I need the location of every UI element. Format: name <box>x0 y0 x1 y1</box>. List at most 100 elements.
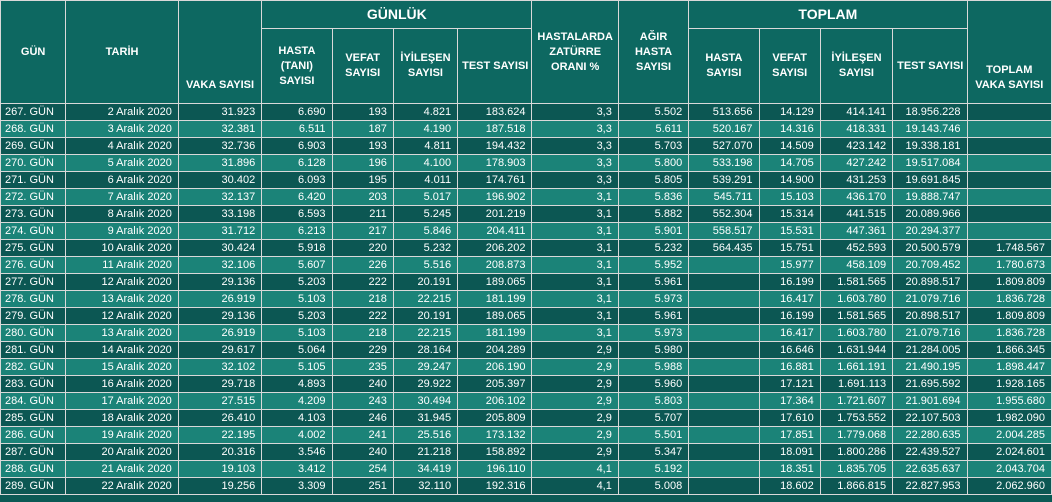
cell-toplam-hasta <box>688 273 760 291</box>
cell-toplam-hasta <box>688 460 760 478</box>
cell-iyilesen: 30.494 <box>392 392 459 410</box>
cell-hasta-tani: 6.213 <box>261 222 333 240</box>
cell-toplam-hasta: 564.435 <box>688 239 760 257</box>
cell-vaka: 32.102 <box>177 358 263 376</box>
cell-vefat: 218 <box>331 290 394 308</box>
cell-hasta-tani: 3.309 <box>261 477 333 495</box>
cell-hasta-tani: 3.412 <box>261 460 333 478</box>
cell-toplam-hasta <box>688 307 760 325</box>
cell-zaturre: 3,1 <box>531 273 619 291</box>
cell-agir: 5.960 <box>617 375 690 393</box>
cell-toplam-hasta: 527.070 <box>688 137 760 155</box>
cell-zaturre: 3,3 <box>531 171 619 189</box>
table-row: 282. GÜN 15 Aralık 2020 32.102 5.105 235 29.2… <box>0 358 1052 376</box>
cell-vefat: 240 <box>331 443 394 461</box>
cell-test: 196.110 <box>457 460 533 478</box>
cell-agir: 5.008 <box>617 477 690 495</box>
cell-vefat: 235 <box>331 358 394 376</box>
cell-vefat: 195 <box>331 171 394 189</box>
cell-toplam-iyilesen: 418.331 <box>819 120 894 138</box>
cell-toplam-vefat: 18.351 <box>758 460 821 478</box>
cell-iyilesen: 5.846 <box>392 222 459 240</box>
cell-agir: 5.501 <box>617 426 690 444</box>
cell-test: 206.202 <box>457 239 533 257</box>
cell-vaka: 30.402 <box>177 171 263 189</box>
cell-test: 181.199 <box>457 324 533 342</box>
cell-gun: 267. GÜN <box>0 103 67 121</box>
cell-tarih: 8 Aralık 2020 <box>65 205 179 223</box>
cell-toplam-test: 22.439.527 <box>892 443 968 461</box>
cell-toplam-test: 19.888.747 <box>892 188 968 206</box>
cell-toplam-vefat: 17.610 <box>758 409 821 427</box>
cell-gun: 280. GÜN <box>0 324 67 342</box>
cell-toplam-test: 18.956.228 <box>892 103 968 121</box>
cell-tarih: 14 Aralık 2020 <box>65 341 179 359</box>
cell-agir: 5.882 <box>617 205 690 223</box>
cell-toplam-hasta: 520.167 <box>688 120 760 138</box>
cell-gun: 281. GÜN <box>0 341 67 359</box>
cell-agir: 5.836 <box>617 188 690 206</box>
header-gunluk: GÜNLÜK <box>261 0 533 29</box>
cell-toplam-vaka: 1.898.447 <box>966 358 1052 376</box>
cell-test: 208.873 <box>457 256 533 274</box>
cell-toplam-iyilesen: 441.515 <box>819 205 894 223</box>
cell-toplam-vaka: 1.809.809 <box>966 307 1052 325</box>
cell-vefat: 187 <box>331 120 394 138</box>
cell-toplam-iyilesen: 1.581.565 <box>819 307 894 325</box>
cell-test: 183.624 <box>457 103 533 121</box>
cell-toplam-test: 21.695.592 <box>892 375 968 393</box>
cell-hasta-tani: 4.209 <box>261 392 333 410</box>
cell-toplam-vaka <box>966 120 1052 138</box>
header-toplam-vefat: VEFAT SAYISI <box>758 28 821 104</box>
cell-toplam-test: 20.898.517 <box>892 307 968 325</box>
cell-tarih: 16 Aralık 2020 <box>65 375 179 393</box>
cell-hasta-tani: 6.511 <box>261 120 333 138</box>
cell-toplam-vaka: 2.004.285 <box>966 426 1052 444</box>
cell-vaka: 29.617 <box>177 341 263 359</box>
header-iyilesen: İYİLEŞEN SAYISI <box>392 28 459 104</box>
cell-toplam-iyilesen: 1.753.552 <box>819 409 894 427</box>
cell-agir: 5.502 <box>617 103 690 121</box>
cell-hasta-tani: 4.893 <box>261 375 333 393</box>
cell-vefat: 211 <box>331 205 394 223</box>
cell-hasta-tani: 5.105 <box>261 358 333 376</box>
cell-hasta-tani: 6.420 <box>261 188 333 206</box>
cell-vefat: 243 <box>331 392 394 410</box>
cell-vefat: 222 <box>331 273 394 291</box>
cell-toplam-vaka: 1.866.345 <box>966 341 1052 359</box>
cell-agir: 5.961 <box>617 273 690 291</box>
cell-test: 174.761 <box>457 171 533 189</box>
cell-vaka: 19.103 <box>177 460 263 478</box>
cell-toplam-vaka: 1.836.728 <box>966 324 1052 342</box>
cell-zaturre: 3,1 <box>531 239 619 257</box>
cell-toplam-vefat: 15.531 <box>758 222 821 240</box>
cell-vaka: 31.712 <box>177 222 263 240</box>
header-toplam-vaka: TOPLAM VAKA SAYISI <box>966 0 1052 104</box>
cell-toplam-vefat: 15.751 <box>758 239 821 257</box>
cell-vaka: 32.137 <box>177 188 263 206</box>
cell-iyilesen: 34.419 <box>392 460 459 478</box>
cell-vefat: 220 <box>331 239 394 257</box>
cell-zaturre: 2,9 <box>531 426 619 444</box>
cell-toplam-iyilesen: 1.631.944 <box>819 341 894 359</box>
cell-zaturre: 3,1 <box>531 307 619 325</box>
cell-gun: 286. GÜN <box>0 426 67 444</box>
cell-iyilesen: 25.516 <box>392 426 459 444</box>
cell-toplam-hasta <box>688 324 760 342</box>
cell-toplam-vefat: 15.103 <box>758 188 821 206</box>
cell-test: 206.102 <box>457 392 533 410</box>
cell-hasta-tani: 5.103 <box>261 290 333 308</box>
cell-vaka: 31.923 <box>177 103 263 121</box>
cell-toplam-vaka: 2.024.601 <box>966 443 1052 461</box>
cell-gun: 275. GÜN <box>0 239 67 257</box>
cell-toplam-vaka: 2.043.704 <box>966 460 1052 478</box>
cell-zaturre: 3,1 <box>531 324 619 342</box>
header-toplam-iyilesen: İYİLEŞEN SAYISI <box>819 28 894 104</box>
cell-agir: 5.961 <box>617 307 690 325</box>
cell-agir: 5.192 <box>617 460 690 478</box>
cell-toplam-vefat: 17.364 <box>758 392 821 410</box>
cell-test: 196.902 <box>457 188 533 206</box>
table-row: 271. GÜN 6 Aralık 2020 30.402 6.093 195 4.011… <box>0 171 1052 189</box>
cell-tarih: 10 Aralık 2020 <box>65 239 179 257</box>
cell-toplam-hasta <box>688 375 760 393</box>
